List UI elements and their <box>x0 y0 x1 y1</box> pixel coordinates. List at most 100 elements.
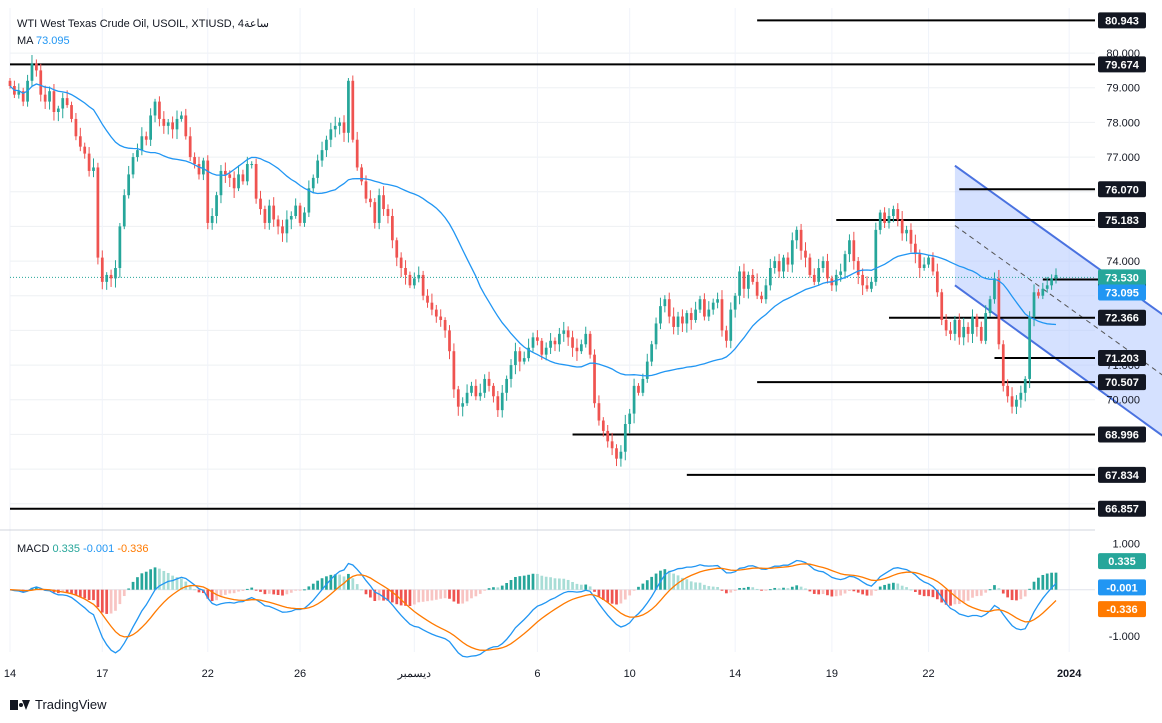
candle-body <box>571 337 574 348</box>
candle-body <box>30 63 34 81</box>
macd-histogram-bar <box>764 589 768 591</box>
candle-body <box>777 261 781 272</box>
candle-body <box>821 261 825 268</box>
candle-body <box>716 299 719 303</box>
candle-body <box>487 378 491 386</box>
macd-hist-tag: 0.335 <box>1108 556 1136 568</box>
candle-body <box>887 216 891 223</box>
macd-histogram-bar <box>426 589 429 602</box>
price-tick-label: 74.000 <box>1106 256 1140 268</box>
macd-histogram-bar <box>571 581 574 590</box>
candle-body <box>773 261 777 268</box>
candle-body <box>940 292 944 320</box>
macd-line-value: -0.001 <box>83 543 115 555</box>
ma-label: MA <box>17 35 33 47</box>
macd-histogram-bar <box>518 576 522 590</box>
macd-histogram-bar <box>153 567 157 590</box>
macd-signal-value: -0.336 <box>117 543 149 555</box>
macd-histogram-bar <box>733 589 737 591</box>
macd-histogram-bar <box>663 569 667 590</box>
macd-histogram-bar <box>1045 573 1049 590</box>
candle-body <box>808 257 812 275</box>
macd-histogram-bar <box>988 589 992 591</box>
macd-line-tag-bg <box>1098 579 1146 596</box>
ma-tag-bg <box>1098 284 1146 301</box>
macd-histogram-bar <box>285 589 289 595</box>
macd-pane <box>9 559 1095 658</box>
macd-histogram-bar <box>892 582 895 590</box>
macd-histogram-bar <box>931 589 935 598</box>
candle-body <box>562 330 566 334</box>
time-tick-label: 10 <box>624 668 636 680</box>
horizontal-levels[interactable] <box>10 19 1131 510</box>
candle-body <box>96 167 100 258</box>
candle-body <box>43 94 47 102</box>
macd-histogram-bar <box>584 584 588 590</box>
candle-body <box>966 326 970 334</box>
time-tick-label: ديسمبر <box>397 668 432 680</box>
macd-histogram-bar <box>874 589 878 591</box>
macd-histogram-bar <box>96 589 100 608</box>
candle-body <box>544 347 548 355</box>
candle-body <box>294 205 298 216</box>
candle-body <box>17 91 21 95</box>
candle-body <box>619 451 623 459</box>
ma-value: 73.095 <box>35 35 70 47</box>
candle-body <box>738 271 741 296</box>
macd-histogram-bar <box>768 589 772 591</box>
macd-histogram-bar <box>325 576 328 590</box>
macd-histogram-bar <box>843 589 847 594</box>
candle-body <box>56 108 60 112</box>
macd-histogram-bar <box>606 589 610 603</box>
candle-body <box>909 229 913 244</box>
macd-histogram-bar <box>1050 572 1053 590</box>
macd-histogram-bar <box>720 589 724 591</box>
candle-body <box>267 205 271 223</box>
macd-histogram-bar <box>118 589 122 605</box>
candle-body <box>685 313 689 324</box>
macd-histogram-bar <box>131 581 135 590</box>
tradingview-logo-icon <box>10 699 30 711</box>
macd-histogram-bar <box>812 589 816 594</box>
time-tick-label: 22 <box>202 668 214 680</box>
candle-body <box>883 212 886 223</box>
candle-body <box>553 340 557 345</box>
candle-body <box>817 268 821 282</box>
candle-body <box>474 385 478 397</box>
candle-body <box>1023 378 1027 393</box>
price-tick-label: 77.000 <box>1106 152 1140 164</box>
candle-body <box>289 216 293 220</box>
macd-histogram-bar <box>452 589 456 602</box>
macd-histogram-bar <box>632 589 636 591</box>
macd-histogram-bar <box>531 573 535 590</box>
tradingview-logo[interactable]: TradingView <box>10 697 107 712</box>
macd-histogram-bar <box>944 589 948 605</box>
macd-histogram-bar <box>61 589 65 593</box>
candle-body <box>971 316 974 334</box>
candle-body <box>1050 278 1053 286</box>
candle-body <box>997 278 1001 345</box>
candle-body <box>245 164 249 182</box>
candle-body <box>92 167 95 171</box>
candle-body <box>166 122 170 126</box>
level-tag-76.07-bg <box>1098 181 1146 198</box>
candle-body <box>711 302 715 310</box>
macd-histogram-bar <box>448 589 451 599</box>
grid <box>0 8 1095 652</box>
candle-body <box>905 229 908 234</box>
macd-histogram-bar <box>307 586 311 590</box>
level-tag-80.943: 80.943 <box>1105 15 1139 27</box>
macd-histogram-bar <box>962 589 966 603</box>
macd-histogram-bar <box>140 573 144 590</box>
macd-histogram-bar <box>751 587 755 590</box>
macd-histogram-bar <box>193 589 196 591</box>
candle-body <box>852 240 856 262</box>
macd-histogram-bar <box>197 589 201 593</box>
candle-body <box>232 177 236 189</box>
macd-histogram-bar <box>905 587 908 590</box>
macd-histogram-bar <box>896 583 900 590</box>
macd-histogram-bar <box>562 578 566 590</box>
macd-histogram-bar <box>465 589 469 602</box>
price-tick-label: 79.000 <box>1106 83 1140 95</box>
